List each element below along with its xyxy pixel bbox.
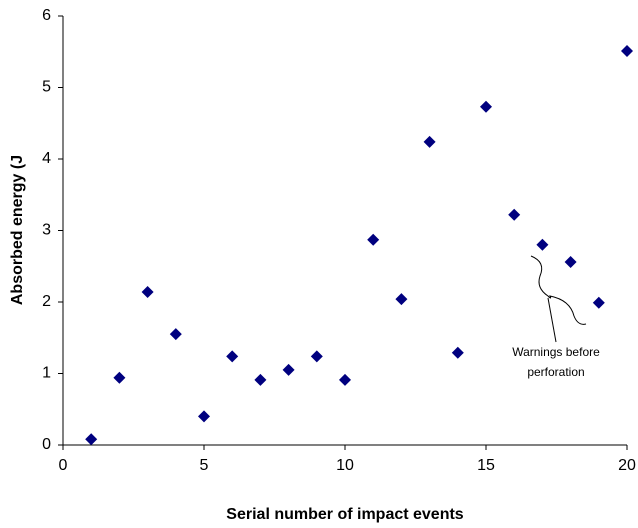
data-point	[339, 373, 351, 386]
data-point	[621, 45, 633, 58]
data-point	[480, 100, 492, 113]
annotation: perforation	[527, 365, 584, 379]
annotation: Warnings before	[512, 345, 600, 359]
y-tick-label: 5	[42, 79, 51, 96]
data-point	[169, 328, 182, 341]
x-tick-label: 20	[618, 457, 636, 474]
data-point	[367, 233, 380, 246]
data-point	[85, 433, 98, 446]
data-point	[395, 293, 408, 306]
data-point	[113, 371, 126, 384]
y-axis-label: Absorbed energy (J	[9, 155, 26, 305]
data-point	[564, 255, 577, 268]
data-point	[536, 238, 549, 251]
data-point	[451, 346, 464, 359]
y-tick-label: 0	[42, 436, 51, 453]
x-tick-label: 10	[336, 457, 354, 474]
data-point	[282, 363, 295, 376]
y-tick-label: 2	[42, 293, 51, 310]
x-axis-label: Serial number of impact events	[226, 506, 464, 523]
data-point	[141, 285, 154, 298]
data-point	[198, 410, 210, 423]
data-point	[592, 296, 605, 309]
y-tick-label: 4	[42, 150, 51, 167]
annotation-pointer	[547, 297, 557, 343]
y-tick-label: 6	[42, 7, 51, 24]
data-point	[508, 208, 521, 221]
data-point	[226, 350, 239, 363]
x-tick-label: 0	[59, 457, 68, 474]
data-point	[423, 135, 436, 148]
data-point	[254, 373, 267, 386]
x-tick-label: 15	[477, 457, 495, 474]
y-tick-label: 3	[42, 222, 51, 239]
y-tick-label: 1	[42, 365, 51, 382]
data-point	[310, 350, 323, 363]
x-tick-label: 5	[200, 457, 209, 474]
brace	[530, 255, 587, 325]
